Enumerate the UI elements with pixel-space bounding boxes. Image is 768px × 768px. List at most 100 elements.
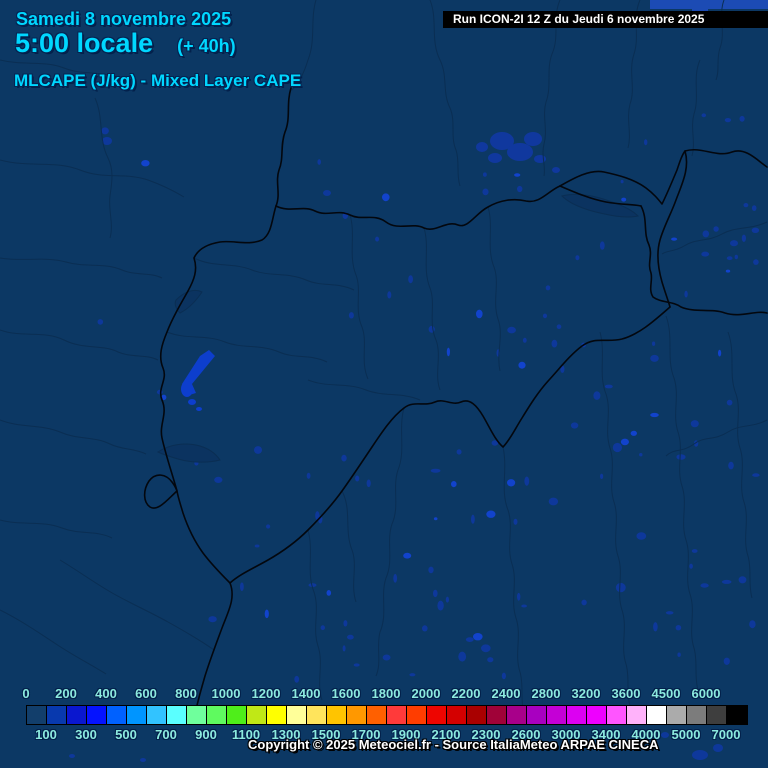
legend-tick-label: 2200 [451, 686, 481, 701]
legend-tick-label: 700 [155, 727, 177, 742]
legend-color-box [507, 706, 527, 724]
cape-speckle [428, 566, 434, 574]
cape-speckle [652, 341, 656, 346]
parameter-label: MLCAPE (J/kg) - Mixed Layer CAPE [14, 71, 302, 90]
cape-speckle [254, 544, 260, 548]
cape-speckle [208, 616, 217, 623]
cape-speckle [630, 430, 637, 436]
legend-tick-label: 1900 [391, 727, 421, 742]
legend-color-box [307, 706, 327, 724]
legend-tick-label: 1500 [311, 727, 341, 742]
cape-speckle [513, 518, 518, 525]
cape-speckle [749, 620, 756, 629]
cape-speckle [517, 185, 523, 193]
legend-labels-top: 0 200 400 600 800 1000 1200 1400 1600 1800 2000 220… [0, 686, 768, 701]
legend-tick-label: 0 [22, 686, 30, 701]
legend-color-box [107, 706, 127, 724]
legend-tick-label: 6000 [691, 686, 721, 701]
legend-tick-label: 3600 [611, 686, 641, 701]
cape-speckle [266, 524, 271, 529]
cape-speckle [723, 657, 730, 665]
valid-date-label: Samedi 8 novembre 2025 [16, 9, 232, 29]
legend-color-box [327, 706, 347, 724]
cape-speckle [507, 326, 516, 334]
cape-speckle [545, 285, 551, 291]
cape-speckle [548, 497, 559, 506]
legend-tick-label: 100 [35, 727, 57, 742]
legend-labels-bottom: 100 300 500 700 900 1100 1300 1500 1700 1900 2100 2… [0, 727, 768, 742]
country-borders [143, 87, 768, 711]
cape-speckle [264, 609, 269, 619]
cape-speckle [476, 309, 483, 319]
legend-tick-label: 3400 [591, 727, 621, 742]
cape-speckle [691, 549, 698, 553]
legend-color-box [407, 706, 427, 724]
cape-speckle [353, 663, 360, 667]
cape-speckle [465, 637, 474, 642]
cape-speckle [600, 473, 604, 479]
cape-speckle [521, 604, 527, 608]
legend-tick-label: 1000 [211, 686, 241, 701]
cape-speckle [621, 197, 627, 202]
cape-speckle [713, 226, 719, 232]
legend-color-box [207, 706, 227, 724]
legend-color-box [667, 706, 687, 724]
cape-speckle [355, 475, 360, 482]
cape-speckle [675, 625, 682, 631]
legend-tick-label: 5000 [671, 727, 701, 742]
legend-color-box [647, 706, 667, 724]
legend-color-box [567, 706, 587, 724]
cape-speckle [551, 339, 558, 348]
legend-color-box [267, 706, 287, 724]
cape-speckle [751, 227, 760, 233]
cape-speckle [382, 654, 391, 661]
cape-speckle [556, 324, 562, 330]
cape-speckle [689, 563, 693, 569]
cape-speckle [501, 672, 506, 680]
cape-speckle [653, 622, 658, 632]
cape-speckle [514, 173, 521, 177]
cape-speckle [604, 384, 613, 389]
cape-speckle [725, 269, 731, 273]
cape-speckle [639, 453, 643, 457]
cape-speckle [482, 188, 489, 196]
legend-tick-label: 400 [95, 686, 117, 701]
legend-color-box [147, 706, 167, 724]
legend-tick-label: 500 [115, 727, 137, 742]
cape-speckle [615, 582, 626, 593]
cape-speckle [486, 510, 496, 518]
cape-speckle [387, 291, 392, 299]
legend-color-box [47, 706, 67, 724]
cape-patches [69, 0, 768, 762]
cape-speckle [524, 476, 530, 486]
legend-color-box [287, 706, 307, 724]
legend-color-box [347, 706, 367, 724]
legend-tick-label: 1600 [331, 686, 361, 701]
cape-speckle [456, 449, 462, 455]
legend-color-box [587, 706, 607, 724]
legend-color-box [247, 706, 267, 724]
legend-color-box [547, 706, 567, 724]
legend-tick-label: 200 [55, 686, 77, 701]
cape-speckle [726, 399, 733, 406]
cape-speckle [487, 657, 494, 663]
cape-speckle [721, 579, 732, 584]
cape-speckle [701, 113, 707, 118]
cape-speckle [341, 454, 347, 462]
model-run-banner: Run ICON-2I 12 Z du Jeudi 6 novembre 202… [443, 11, 768, 28]
cape-speckle [326, 590, 332, 596]
legend-color-box [387, 706, 407, 724]
legend-color-box [167, 706, 187, 724]
cape-speckle [428, 325, 435, 333]
cape-speckle [677, 652, 681, 657]
cape-speckle [491, 440, 499, 446]
legend-tick-label: 1100 [231, 727, 261, 742]
legend-tick-label: 1200 [251, 686, 281, 701]
cape-speckle [753, 259, 759, 265]
cape-speckle [518, 361, 526, 369]
legend-tick-label: 1400 [291, 686, 321, 701]
legend-color-box [127, 706, 147, 724]
cape-speckle [676, 454, 686, 460]
legend-tick-label: 900 [195, 727, 217, 742]
legend-tick-label: 4500 [651, 686, 681, 701]
